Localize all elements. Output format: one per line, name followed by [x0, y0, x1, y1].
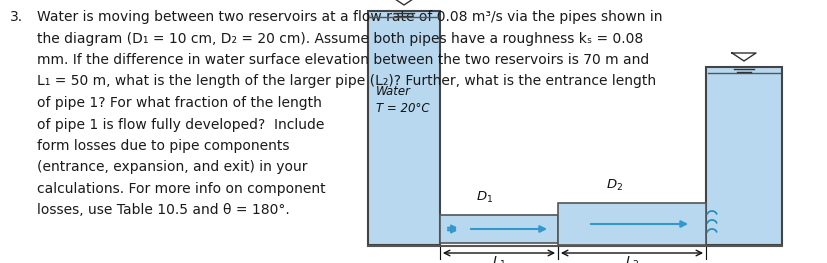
Bar [557, 203, 705, 245]
Text: of pipe 1 is flow fully developed?  Include: of pipe 1 is flow fully developed? Inclu… [37, 118, 324, 132]
Text: calculations. For more info on component: calculations. For more info on component [37, 182, 325, 196]
Bar [705, 67, 781, 245]
Text: losses, use Table 10.5 and θ = 180°.: losses, use Table 10.5 and θ = 180°. [37, 204, 289, 218]
Text: form losses due to pipe components: form losses due to pipe components [37, 139, 289, 153]
Text: $D_2$: $D_2$ [605, 178, 622, 193]
Text: of pipe 1? For what fraction of the length: of pipe 1? For what fraction of the leng… [37, 96, 322, 110]
Text: $L_2$: $L_2$ [624, 255, 638, 263]
Text: the diagram (D₁ = 10 cm, D₂ = 20 cm). Assume both pipes have a roughness kₛ = 0.: the diagram (D₁ = 10 cm, D₂ = 20 cm). As… [37, 32, 643, 45]
Text: Water
T = 20°C: Water T = 20°C [375, 85, 429, 115]
Text: 3.: 3. [10, 10, 23, 24]
Text: (entrance, expansion, and exit) in your: (entrance, expansion, and exit) in your [37, 160, 307, 174]
Bar [367, 11, 439, 245]
Text: $D_1$: $D_1$ [476, 190, 493, 205]
Text: mm. If the difference in water surface elevation between the two reservoirs is 7: mm. If the difference in water surface e… [37, 53, 648, 67]
Text: Water is moving between two reservoirs at a flow rate of 0.08 m³/s via the pipes: Water is moving between two reservoirs a… [37, 10, 662, 24]
Bar [439, 215, 557, 243]
Text: L₁ = 50 m, what is the length of the larger pipe (L₂)? Further, what is the entr: L₁ = 50 m, what is the length of the lar… [37, 74, 655, 89]
Text: $L_1$: $L_1$ [491, 255, 505, 263]
